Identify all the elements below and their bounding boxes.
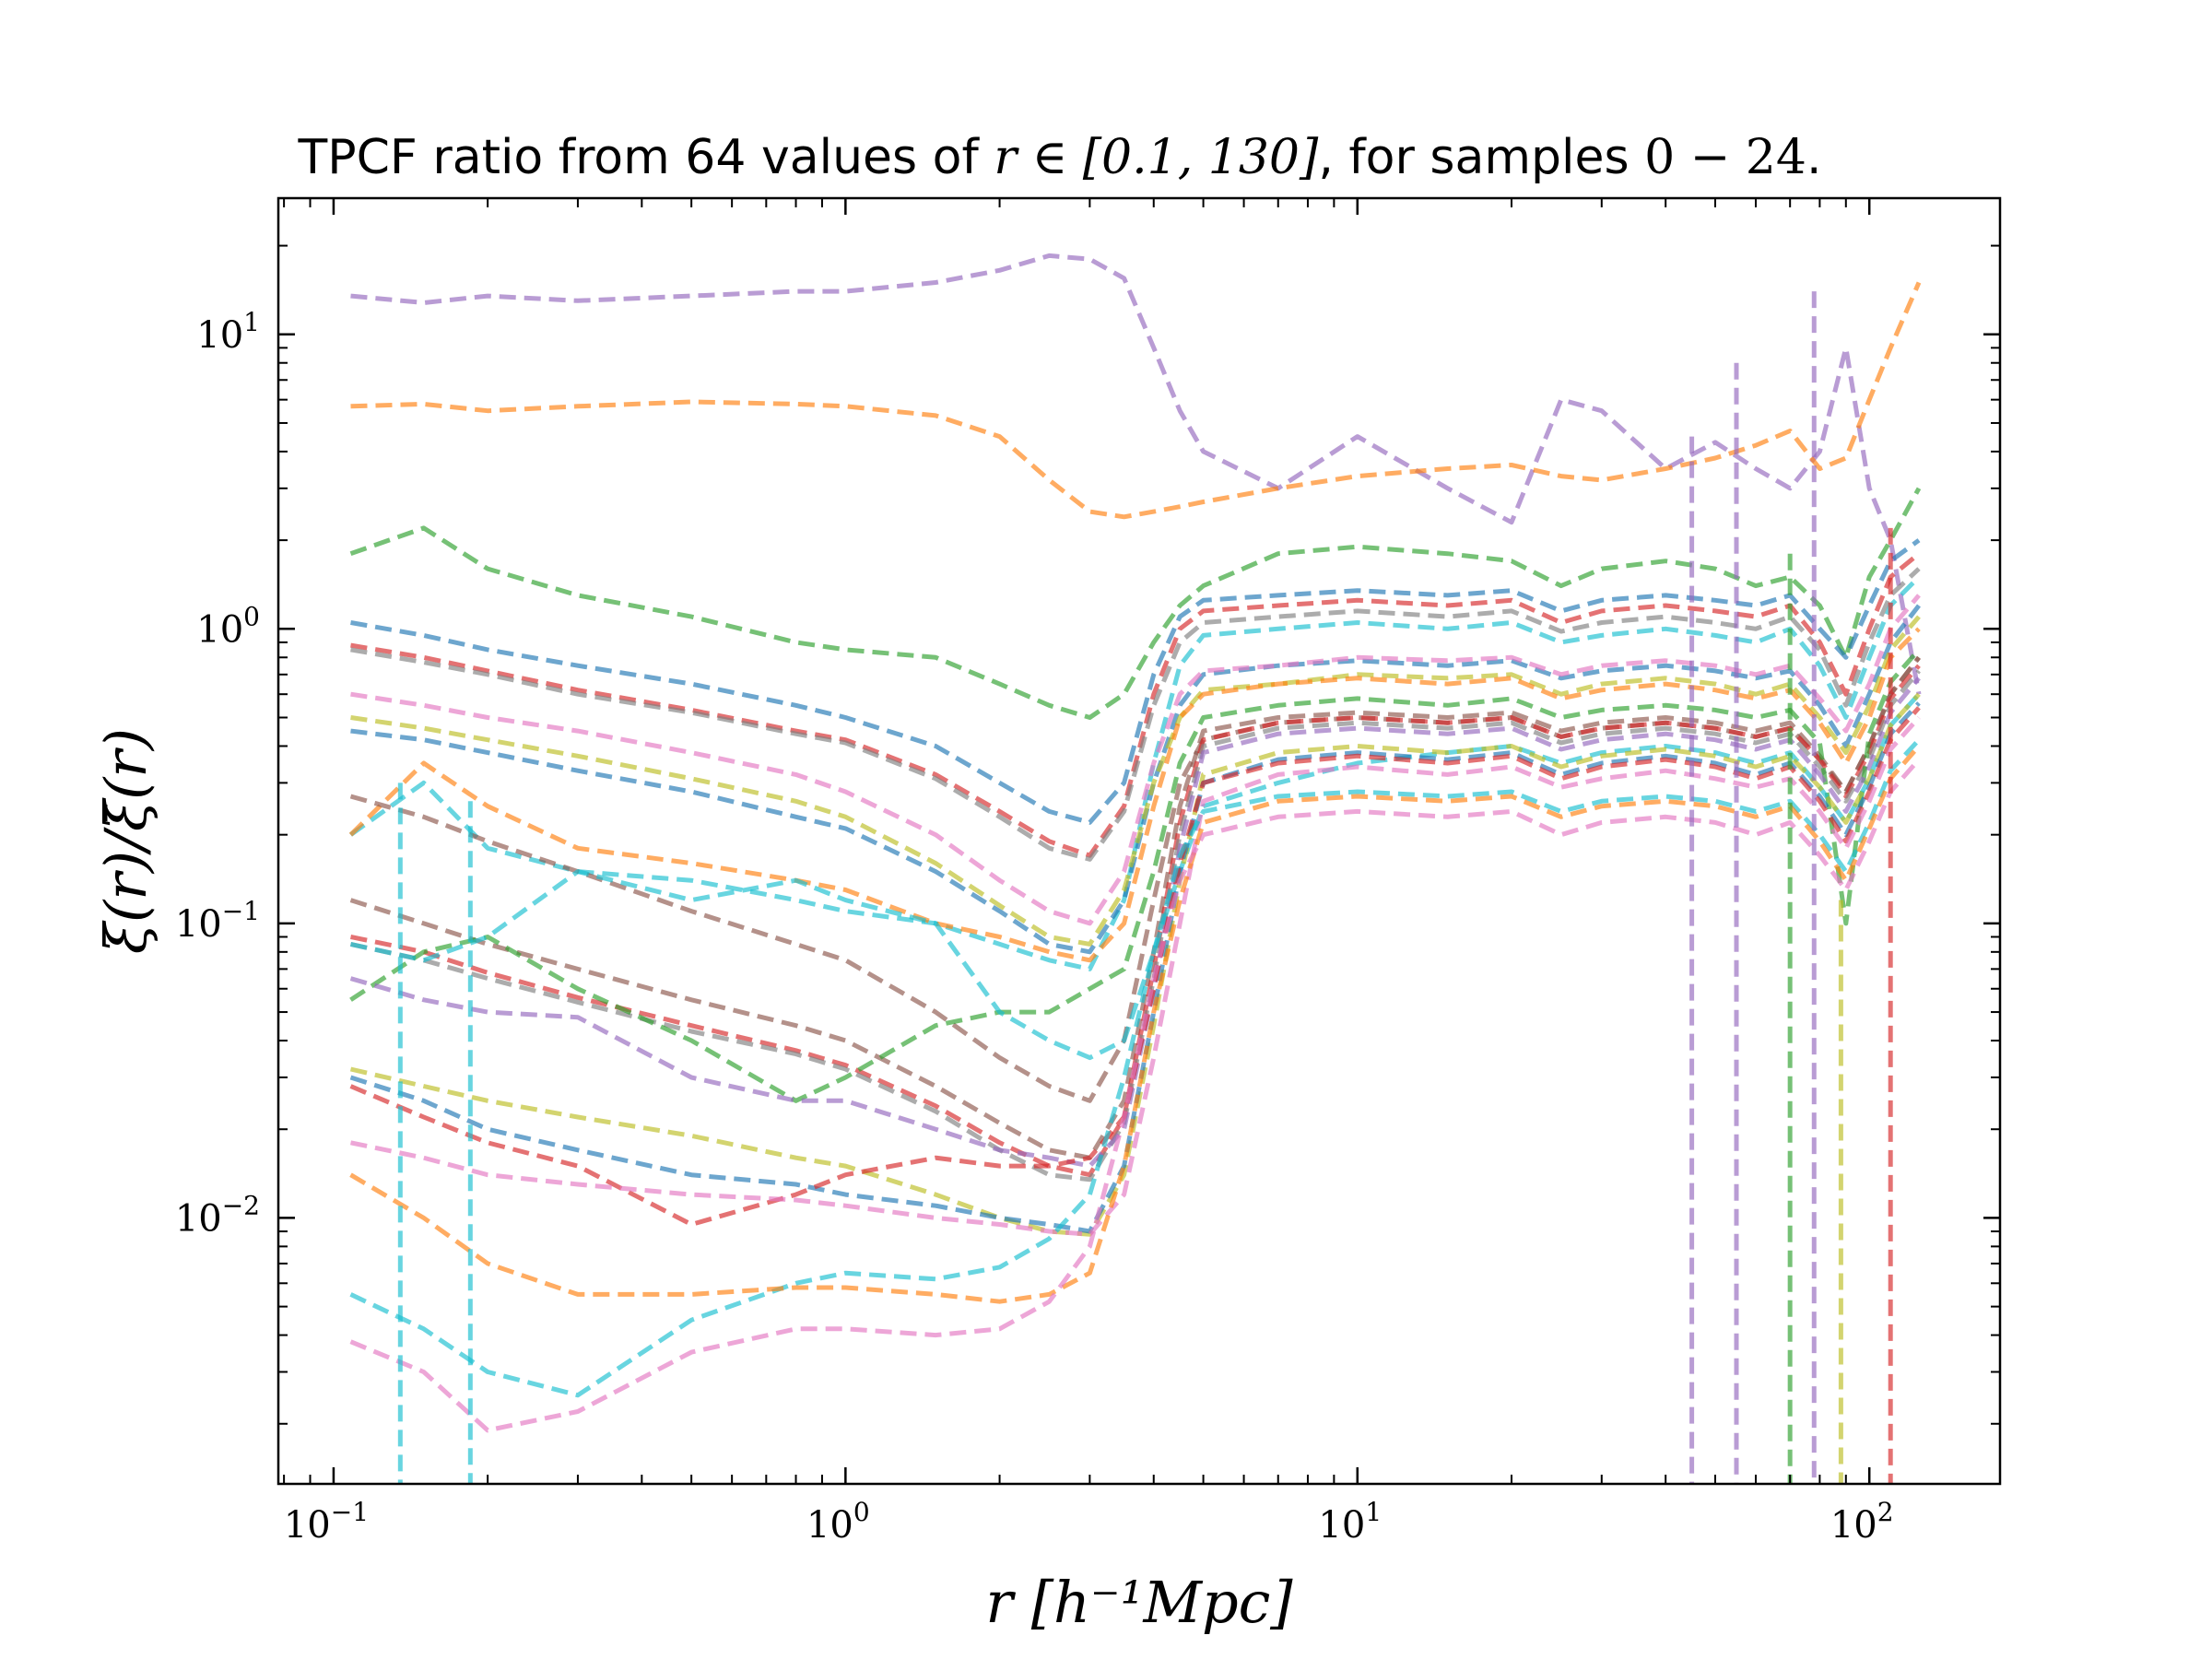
title-middle: , for samples xyxy=(1318,130,1644,185)
title-suffix: . xyxy=(1806,130,1822,185)
svg-text:TPCF ratio from 64 values of r: TPCF ratio from 64 values of r ∈ [0.1, 1… xyxy=(297,130,1821,185)
series-line-5 xyxy=(350,567,1921,862)
series-line-2 xyxy=(349,487,1922,720)
series-line-8 xyxy=(350,594,1921,926)
title-math-samples: 0 − 24 xyxy=(1644,130,1806,185)
x-tick-label-1: 100 xyxy=(806,1497,870,1547)
title-prefix: TPCF ratio from 64 values of xyxy=(297,130,994,185)
series-line-19 xyxy=(349,701,1921,1234)
series-line-18 xyxy=(349,692,1921,1237)
y-axis-ticks: 10−2 10−1 100 101 xyxy=(175,244,2000,1425)
series-line-23 xyxy=(349,744,1921,1304)
series-line-3 xyxy=(350,538,1921,825)
title-math-range: r ∈ [0.1, 130] xyxy=(994,130,1319,185)
series-line-12 xyxy=(349,655,1921,1160)
y-tick-label-2: 100 xyxy=(196,601,260,651)
series-line-10 xyxy=(348,627,1921,963)
x-axis-ticks: 10−1 100 101 102 xyxy=(283,198,1894,1547)
series-line-6 xyxy=(349,575,1921,971)
series-line-1 xyxy=(350,281,1922,520)
plot-lines xyxy=(348,253,1922,1484)
y-axis-label: ξ(r)/ξ̄(r) xyxy=(92,728,159,954)
chart-title: TPCF ratio from 64 values of r ∈ [0.1, 1… xyxy=(297,130,1821,185)
y-tick-label-0: 10−2 xyxy=(175,1190,260,1240)
plot-frame xyxy=(276,196,2002,1486)
x-axis-label: r [h⁻¹Mpc] xyxy=(985,1569,1293,1636)
x-tick-label-0: 10−1 xyxy=(284,1497,369,1547)
series-line-24 xyxy=(349,758,1921,1433)
series-line-13 xyxy=(349,664,1921,1178)
series-line-14 xyxy=(349,669,1921,1182)
series-line-21 xyxy=(349,715,1921,1237)
series-line-7 xyxy=(350,604,1921,955)
series-line-9 xyxy=(350,615,1921,947)
y-tick-label-1: 10−1 xyxy=(175,896,260,946)
series-line-4 xyxy=(350,551,1921,858)
x-tick-label-2: 101 xyxy=(1318,1497,1382,1547)
series-line-0 xyxy=(350,253,1922,695)
series-line-15 xyxy=(349,648,1921,1103)
series-line-16 xyxy=(349,677,1921,1169)
y-tick-label-3: 101 xyxy=(196,307,260,357)
x-tick-label-3: 102 xyxy=(1830,1497,1894,1547)
series-line-17 xyxy=(349,692,1921,1061)
